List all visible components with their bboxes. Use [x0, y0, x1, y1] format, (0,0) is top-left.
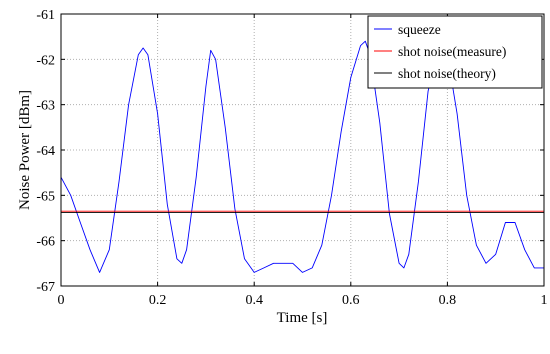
series-layer: [60, 40, 544, 273]
series-line-squeeze: [60, 40, 544, 273]
x-tick-label: 0.8: [439, 293, 457, 308]
x-axis-label: Time [s]: [277, 310, 328, 326]
y-tick-label: -61: [36, 8, 55, 23]
legend-box: [367, 15, 543, 89]
ticks: 0 0.2 0.4 0.6 0.8 1 -67 -66 -65 -64 -63 -62 -61: [36, 8, 547, 308]
y-axis-label: Noise Power [dBm]: [17, 90, 33, 210]
y-tick-label: -63: [36, 99, 55, 114]
legend-label-shot-noise-theory: shot noise(theory): [398, 66, 496, 81]
x-tick-label: 0.2: [149, 293, 167, 308]
x-tick-label: 1: [541, 293, 548, 308]
y-tick-label: -66: [36, 235, 55, 250]
y-tick-label: -65: [36, 189, 55, 204]
y-tick-label: -62: [36, 53, 55, 68]
legend-label-shot-noise-measure: shot noise(measure): [398, 44, 506, 59]
x-tick-label: 0: [58, 293, 65, 308]
legend: squeeze shot noise(measure) shot noise(the…: [367, 15, 543, 89]
y-tick-label: -67: [36, 280, 55, 295]
legend-label-squeeze: squeeze: [398, 22, 441, 37]
x-tick-label: 0.6: [342, 293, 360, 308]
x-tick-label: 0.4: [245, 293, 263, 308]
y-tick-label: -64: [36, 144, 55, 159]
